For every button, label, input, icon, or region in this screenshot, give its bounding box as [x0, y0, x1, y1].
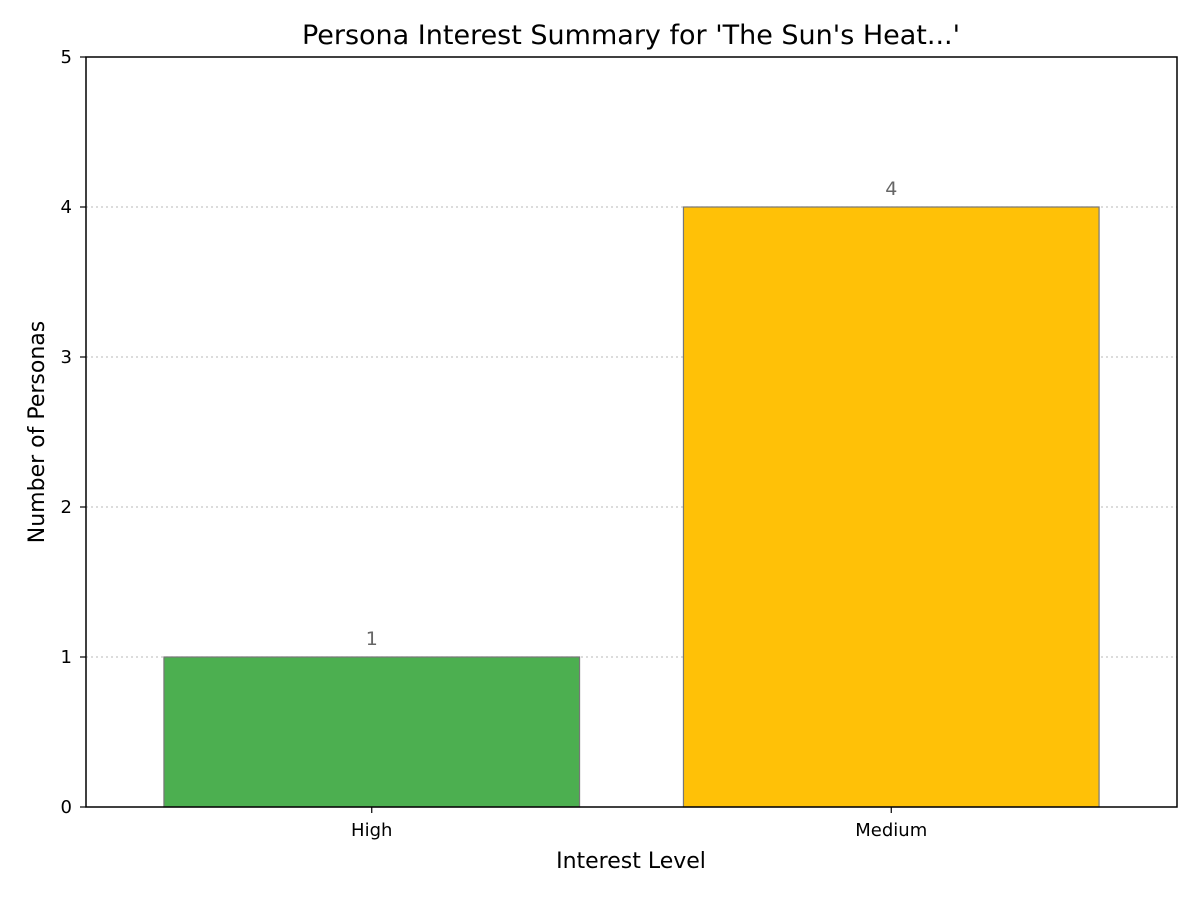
data-label: 1 [366, 628, 378, 650]
data-label: 4 [885, 178, 897, 200]
chart-title: Persona Interest Summary for 'The Sun's … [302, 20, 960, 51]
x-tick-label: High [351, 820, 392, 841]
bars [163, 206, 1100, 808]
bar-high [163, 656, 581, 808]
data-labels: 14 [366, 178, 898, 650]
bar-medium [682, 206, 1100, 808]
plot-frame [85, 56, 1178, 808]
y-axis-ticks: 0 1 2 3 4 5 [61, 47, 86, 818]
y-tick-label: 2 [61, 497, 72, 518]
y-axis-label: Number of Personas [25, 321, 50, 543]
y-tick-label: 5 [61, 47, 72, 68]
x-axis-label: Interest Level [556, 849, 706, 874]
y-tick-label: 1 [61, 647, 72, 668]
y-tick-label: 0 [61, 797, 72, 818]
y-tick-label: 4 [61, 197, 72, 218]
x-tick-label: Medium [855, 820, 927, 841]
y-tick-label: 3 [61, 347, 72, 368]
x-axis-ticks: High Medium [351, 807, 927, 841]
